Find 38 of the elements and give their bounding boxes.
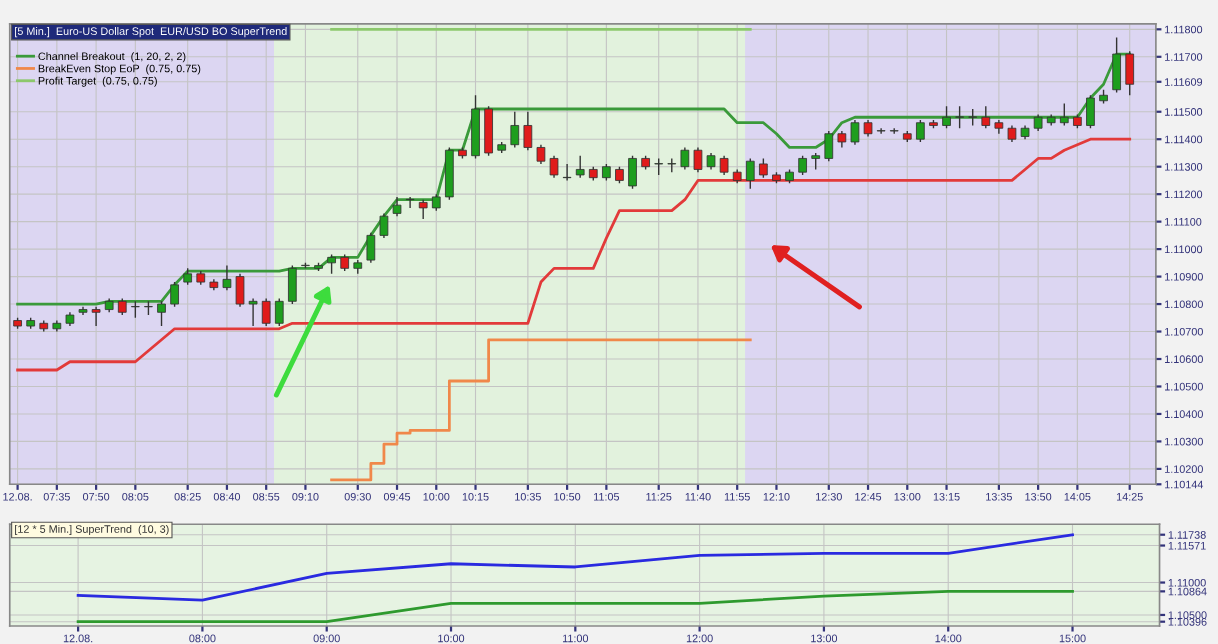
candlestick bbox=[1059, 102, 1069, 127]
candlestick bbox=[628, 155, 637, 190]
line-series bbox=[76, 589, 1074, 624]
candlestick bbox=[261, 297, 271, 327]
candlestick bbox=[1125, 50, 1135, 96]
candlestick bbox=[471, 94, 480, 160]
candlestick bbox=[745, 157, 755, 190]
candlestick bbox=[916, 119, 925, 143]
candlestick bbox=[91, 306, 101, 327]
candlestick bbox=[798, 155, 807, 176]
candlestick bbox=[680, 146, 690, 171]
candlestick bbox=[366, 231, 376, 264]
candlestick bbox=[1086, 94, 1095, 129]
candlestick bbox=[562, 163, 572, 182]
candlestick bbox=[981, 105, 991, 129]
candlestick bbox=[523, 111, 533, 151]
candlestick bbox=[170, 281, 179, 308]
candlestick bbox=[759, 157, 768, 179]
candlestick bbox=[157, 300, 166, 327]
candlestick bbox=[327, 253, 336, 275]
candlestick bbox=[445, 146, 454, 201]
candlestick bbox=[824, 130, 834, 162]
candlestick bbox=[510, 111, 520, 149]
candlestick bbox=[719, 155, 729, 176]
line-series bbox=[16, 137, 1132, 372]
candlestick bbox=[955, 105, 964, 129]
candlestick bbox=[484, 105, 493, 157]
candlestick bbox=[274, 297, 284, 327]
candlestick bbox=[248, 297, 258, 327]
candlestick bbox=[418, 198, 428, 220]
candlestick bbox=[379, 212, 389, 239]
candlestick bbox=[942, 105, 951, 129]
candlestick bbox=[392, 196, 402, 217]
candlestick bbox=[575, 155, 585, 179]
candlestick bbox=[288, 264, 297, 305]
candlestick bbox=[1112, 36, 1121, 94]
line-series bbox=[76, 533, 1074, 602]
candlestick bbox=[405, 196, 415, 209]
